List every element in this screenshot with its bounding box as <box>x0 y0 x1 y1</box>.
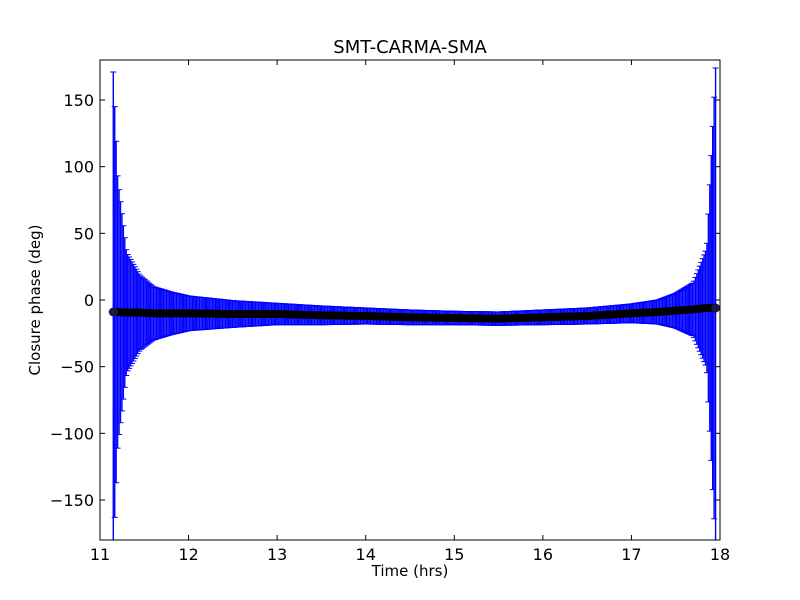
data-points <box>108 303 720 323</box>
y-tick-label: −100 <box>50 424 94 443</box>
x-tick-label: 11 <box>90 545 110 564</box>
x-tick-label: 13 <box>267 545 287 564</box>
plot-frame <box>99 59 721 541</box>
y-tick-label: 100 <box>63 158 94 177</box>
y-tick-label: 50 <box>74 224 94 243</box>
data-point-end <box>108 307 118 317</box>
x-axis-label: Time (hrs) <box>371 562 449 580</box>
y-tick-label: −50 <box>60 358 94 377</box>
x-tick-label: 12 <box>178 545 198 564</box>
y-axis-label: Closure phase (deg) <box>26 225 44 376</box>
x-tick-label: 16 <box>533 545 553 564</box>
x-tick-label: 18 <box>710 545 730 564</box>
x-tick-label: 14 <box>356 545 376 564</box>
axis-ticks: 11 12 13 14 15 16 17 18 −150 −100 −50 0 50 100 150 <box>50 60 730 564</box>
plot-area <box>108 67 720 540</box>
x-tick-label: 17 <box>621 545 641 564</box>
x-tick-label: 15 <box>444 545 464 564</box>
y-tick-label: 0 <box>84 291 94 310</box>
y-tick-label: −150 <box>50 491 94 510</box>
y-tick-label: 150 <box>63 91 94 110</box>
data-point-end <box>711 303 720 313</box>
chart-title: SMT-CARMA-SMA <box>333 37 487 58</box>
